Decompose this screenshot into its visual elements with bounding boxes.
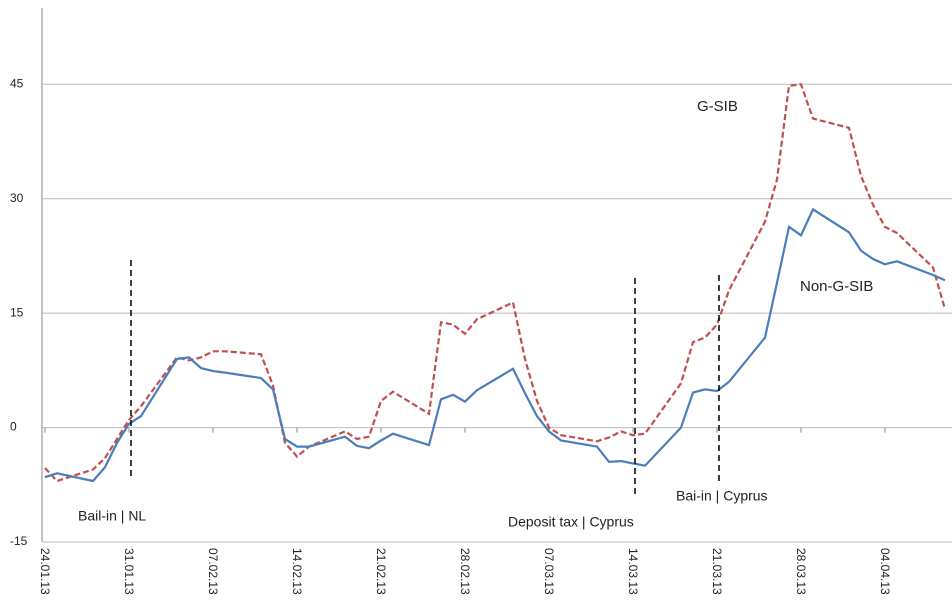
x-tick-label: 21.02.13 xyxy=(374,548,388,595)
x-tick-label: 14.02.13 xyxy=(290,548,304,595)
y-tick-label: 15 xyxy=(10,305,24,319)
x-tick-label: 07.03.13 xyxy=(542,548,556,595)
y-tick-label: 0 xyxy=(10,420,17,434)
x-tick-label: 31.01.13 xyxy=(122,548,136,595)
x-tick-label: 14.03.13 xyxy=(626,548,640,595)
series-label: Non-G-SIB xyxy=(800,278,873,295)
x-tick-label: 24.01.13 xyxy=(38,548,52,595)
x-tick-label: 07.02.13 xyxy=(206,548,220,595)
annotation: Bai-in | Cyprus xyxy=(676,488,768,504)
y-tick-label: -15 xyxy=(10,534,28,548)
series-label: G-SIB xyxy=(697,98,738,115)
y-tick-label: 30 xyxy=(10,191,24,205)
series-line xyxy=(44,207,946,483)
series-line xyxy=(44,83,947,483)
x-tick-label: 04.04.13 xyxy=(878,548,892,595)
x-tick-label: 28.02.13 xyxy=(458,548,472,595)
annotation: Bail-in | NL xyxy=(78,508,146,524)
x-tick-label: 28.03.13 xyxy=(794,548,808,595)
annotation: Deposit tax | Cyprus xyxy=(508,514,634,530)
y-tick-label: 45 xyxy=(10,76,24,90)
x-tick-label: 21.03.13 xyxy=(710,548,724,595)
